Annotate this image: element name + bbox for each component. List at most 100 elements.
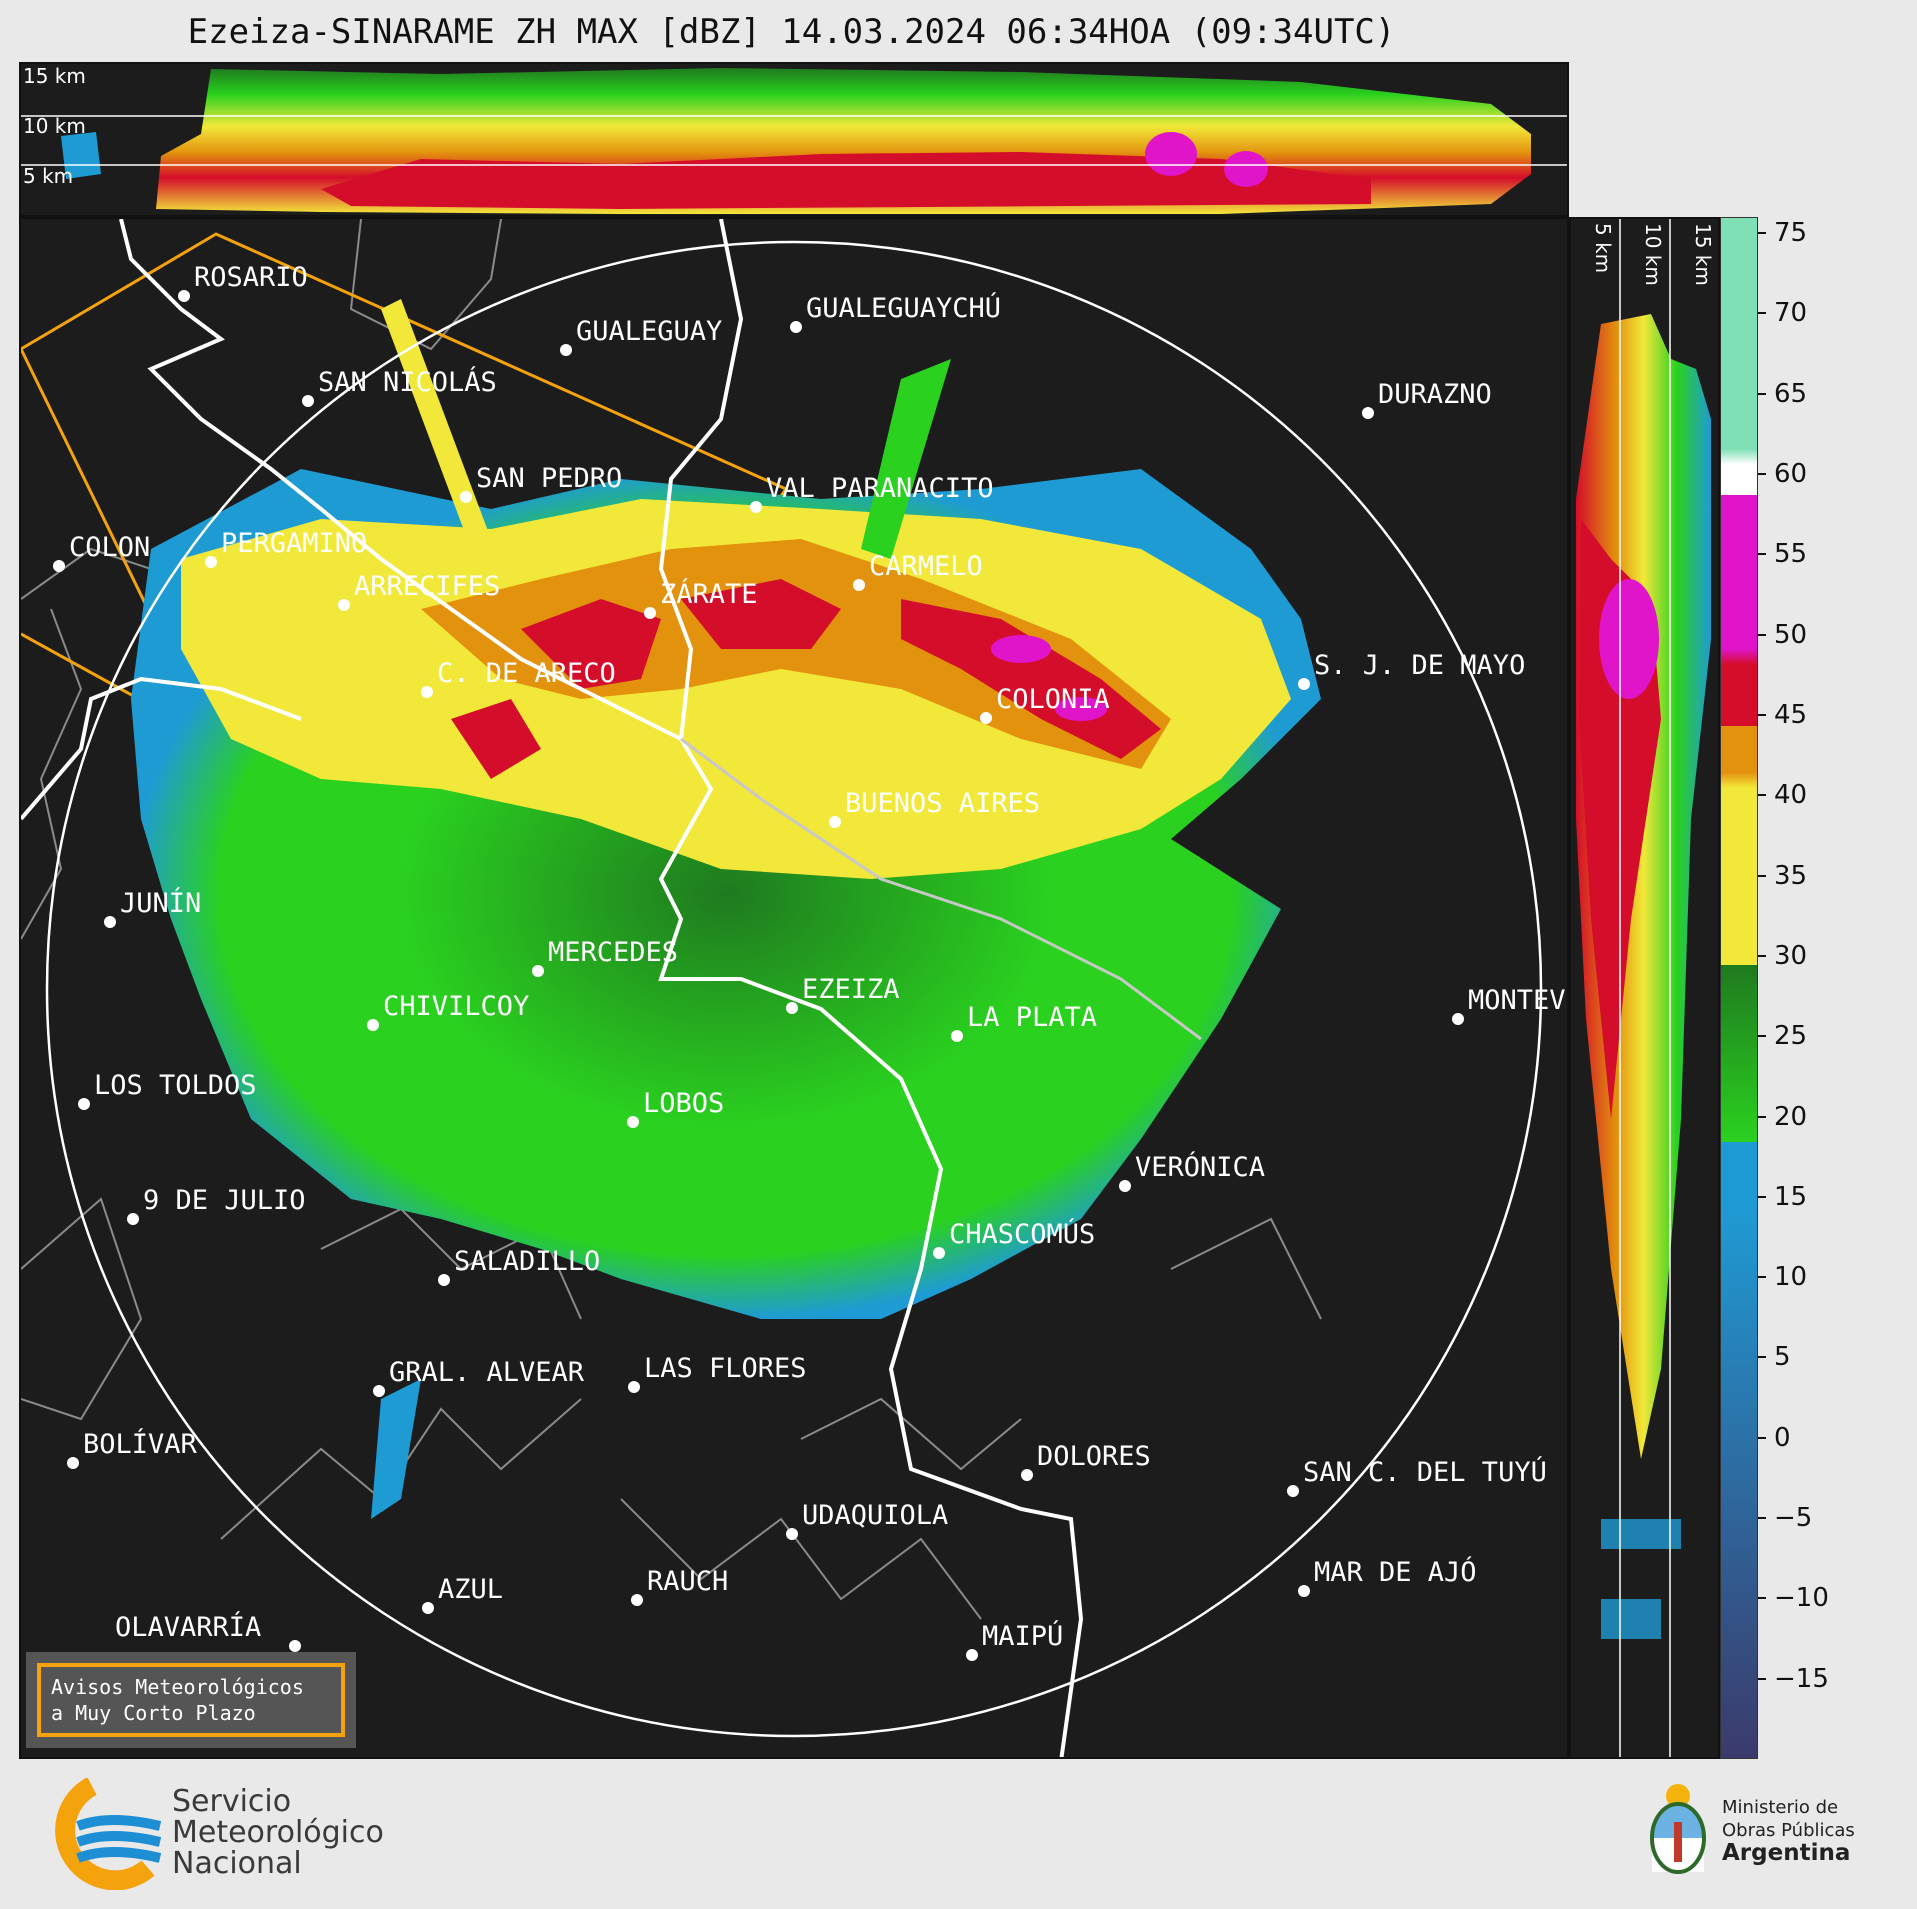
city-marker [1452, 1013, 1464, 1025]
city-label: LAS FLORES [644, 1353, 807, 1384]
colorbar-tick: 45 [1758, 700, 1807, 730]
city-c-de-areco: C. DE ARECO [421, 658, 616, 698]
city-gualeguaych-: GUALEGUAYCHÚ [790, 292, 1001, 333]
north-south-cross-section: 15 km 10 km 5 km [19, 62, 1569, 217]
city-chascom-s: CHASCOMÚS [933, 1218, 1095, 1259]
city-marker [53, 560, 65, 572]
colorbar-tick: 10 [1758, 1262, 1807, 1292]
city-marker [67, 1457, 79, 1469]
city-montevideo: MONTEVIDEO [1452, 985, 1569, 1025]
city-marker [338, 599, 350, 611]
city-label: RAUCH [647, 1566, 728, 1597]
east-west-cross-section: 5 km 10 km 15 km [1569, 217, 1720, 1759]
city-label: AZUL [438, 1574, 503, 1605]
city-label: S. J. DE MAYO [1314, 650, 1525, 681]
city-label: MAIPÚ [982, 1620, 1063, 1652]
city-san-nicol-s: SAN NICOLÁS [302, 366, 497, 407]
colorbar-tick: 40 [1758, 780, 1807, 810]
colorbar-tick: −15 [1758, 1664, 1829, 1694]
colorbar-tick: 70 [1758, 298, 1807, 328]
right-section-echoes [1576, 219, 1711, 1757]
city-label: OLAVARRÍA [115, 1611, 261, 1643]
warnings-legend: Avisos Meteorológicos a Muy Corto Plazo [26, 1652, 356, 1748]
city-maip-: MAIPÚ [966, 1620, 1063, 1661]
city-pergamino: PERGAMINO [205, 528, 367, 568]
colorbar-tick: 20 [1758, 1102, 1807, 1132]
city-marker [1021, 1469, 1033, 1481]
height-label-10km: 10 km [23, 114, 86, 138]
colorbar-tick: 25 [1758, 1021, 1807, 1051]
radar-reflectivity [131, 299, 1321, 1519]
city-label: MAR DE AJÓ [1314, 1556, 1477, 1588]
colorbar-tick: −10 [1758, 1583, 1829, 1613]
colorbar-tick: −5 [1758, 1503, 1812, 1533]
city-udaquiola: UDAQUIOLA [786, 1500, 948, 1540]
city-colonia: COLONIA [980, 684, 1110, 724]
colorbar-tick: 5 [1758, 1342, 1791, 1372]
colorbar-tick: 60 [1758, 459, 1807, 489]
legend-line-1: Avisos Meteorológicos [51, 1675, 304, 1699]
height-label-15km: 15 km [23, 64, 86, 88]
city-label: ARRECIFES [354, 571, 500, 602]
uruguay-coast [680, 737, 1202, 1041]
city-buenos-aires: BUENOS AIRES [829, 788, 1040, 828]
city-label: DOLORES [1037, 1441, 1151, 1472]
city-ver-nica: VERÓNICA [1119, 1151, 1265, 1192]
city-san-pedro: SAN PEDRO [460, 463, 622, 503]
city-label: LOBOS [643, 1088, 724, 1119]
city-label: PERGAMINO [221, 528, 367, 559]
city-z-rate: ZÁRATE [644, 578, 758, 619]
height-label-5km: 5 km [23, 164, 74, 188]
city-ezeiza: EZEIZA [786, 974, 900, 1014]
city-marker [373, 1385, 385, 1397]
city-marker [1362, 407, 1374, 419]
city-label: JUNÍN [120, 887, 201, 919]
city-label: 9 DE JULIO [143, 1185, 306, 1216]
height-label-15km-vertical: 15 km [1691, 223, 1715, 286]
city-jun-n: JUNÍN [104, 887, 201, 928]
city-marker [627, 1116, 639, 1128]
city-marker [104, 916, 116, 928]
city-label: MONTEVIDEO [1468, 985, 1569, 1016]
city-label: CHIVILCOY [383, 991, 529, 1022]
city-gral-alvear: GRAL. ALVEAR [373, 1357, 585, 1397]
city-marker [560, 344, 572, 356]
city-marker [790, 321, 802, 333]
city-san-c-del-tuy-: SAN C. DEL TUYÚ [1287, 1456, 1547, 1497]
city-marker [786, 1002, 798, 1014]
colorbar-ticks: 75 70 65 60 55 50 45 40 35 30 25 20 15 10 5 0 −5 −10 −15 [1758, 217, 1878, 1759]
city-marker [1119, 1180, 1131, 1192]
ministry-name: Ministerio de Obras Públicas Argentina [1722, 1796, 1855, 1865]
city-label: LA PLATA [967, 1002, 1097, 1033]
city-lobos: LOBOS [627, 1088, 724, 1128]
city-marker [631, 1594, 643, 1606]
city-azul: AZUL [422, 1574, 503, 1614]
city-marker [127, 1213, 139, 1225]
colorbar-tick: 65 [1758, 379, 1807, 409]
coastline [21, 219, 1084, 1757]
city-chivilcoy: CHIVILCOY [367, 991, 529, 1031]
city-rauch: RAUCH [631, 1566, 728, 1606]
city-markers: ROSARIO GUALEGUAYCHÚ GUALEGUAY SAN NICOLÁS D… [53, 262, 1569, 1661]
city-bol-var: BOLÍVAR [67, 1428, 198, 1469]
smn-name-line-3: Nacional [172, 1846, 302, 1881]
city-label: GRAL. ALVEAR [389, 1357, 585, 1388]
colorbar-tick: 15 [1758, 1182, 1807, 1212]
city-marker [438, 1274, 450, 1286]
city-mercedes: MERCEDES [532, 937, 678, 977]
city-9-de-julio: 9 DE JULIO [127, 1185, 306, 1225]
city-label: SAN C. DEL TUYÚ [1303, 1456, 1547, 1488]
city-gualeguay: GUALEGUAY [560, 316, 722, 356]
city-los-toldos: LOS TOLDOS [78, 1070, 257, 1110]
legend-line-2: a Muy Corto Plazo [51, 1701, 256, 1725]
city-label: SAN NICOLÁS [318, 366, 497, 398]
top-section-echoes [21, 68, 1567, 214]
city-marker [1287, 1485, 1299, 1497]
city-label: COLONIA [996, 684, 1110, 715]
city-marker [302, 395, 314, 407]
city-las-flores: LAS FLORES [628, 1353, 807, 1393]
city-marker [829, 816, 841, 828]
city-label: UDAQUIOLA [802, 1500, 948, 1531]
city-label: LOS TOLDOS [94, 1070, 257, 1101]
smn-name: Servicio Meteorológico Nacional [172, 1786, 384, 1879]
